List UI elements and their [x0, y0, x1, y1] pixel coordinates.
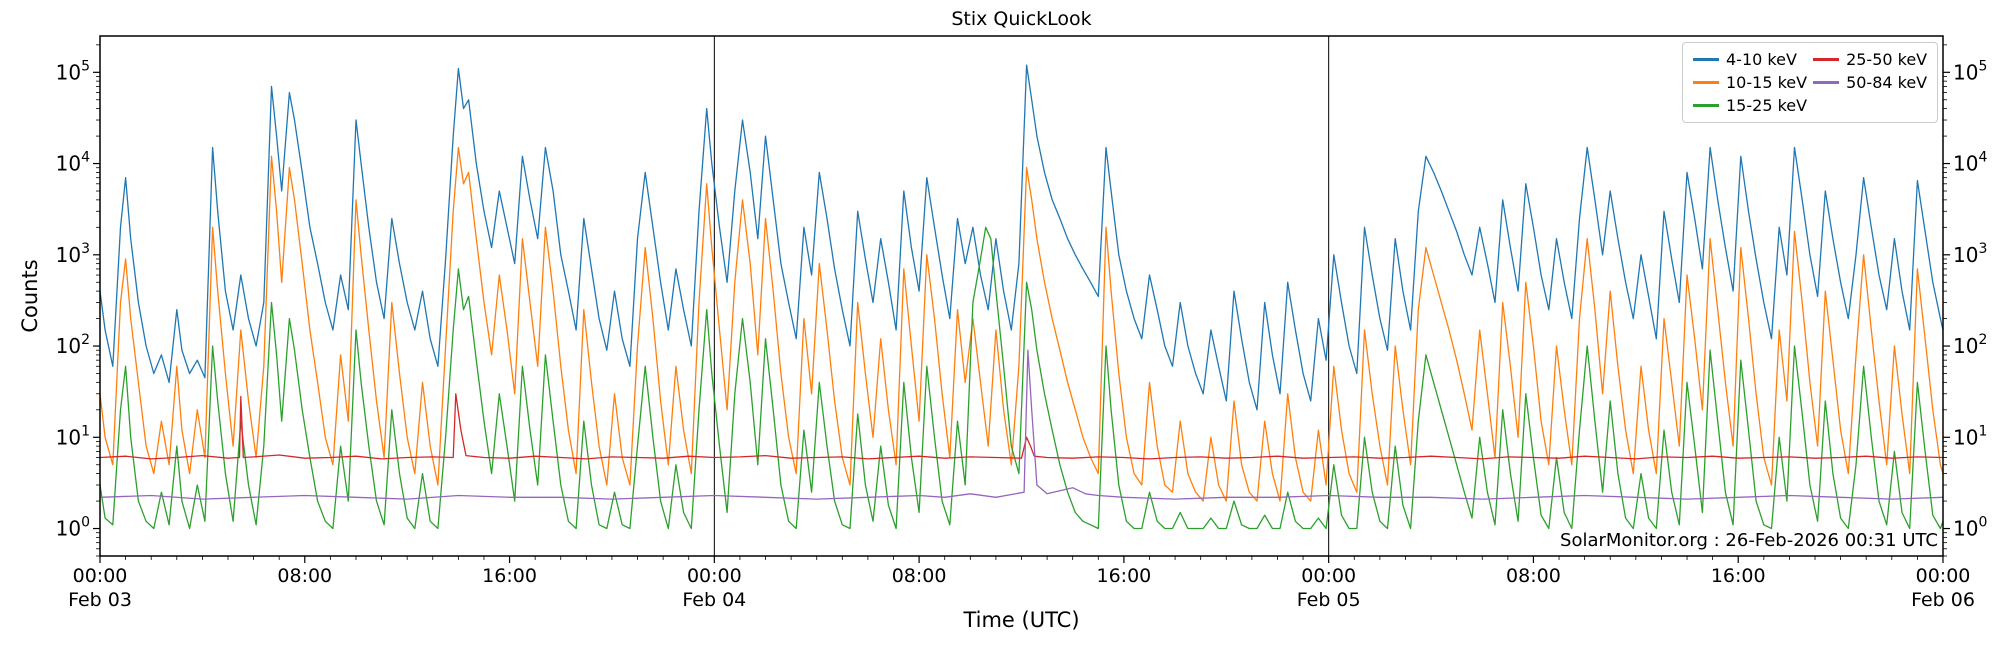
svg-text:103: 103	[56, 241, 90, 267]
legend-label: 25-50 keV	[1846, 50, 1928, 69]
legend-label: 4-10 keV	[1726, 50, 1797, 69]
legend-item-10-15kev: 10-15 keV	[1693, 73, 1807, 92]
svg-text:16:00: 16:00	[1097, 565, 1152, 587]
svg-text:08:00: 08:00	[277, 565, 332, 587]
legend: 4-10 keV 10-15 keV 15-25 keV 25-50 keV 5…	[1682, 42, 1938, 123]
svg-text:00:00: 00:00	[73, 565, 128, 587]
svg-text:100: 100	[56, 515, 90, 541]
legend-item-4-10kev: 4-10 keV	[1693, 50, 1807, 69]
legend-label: 10-15 keV	[1726, 73, 1808, 92]
svg-text:105: 105	[1953, 58, 1987, 84]
svg-text:16:00: 16:00	[1711, 565, 1766, 587]
watermark-text: SolarMonitor.org : 26-Feb-2026 00:31 UTC	[1560, 530, 1938, 551]
svg-text:103: 103	[1953, 241, 1987, 267]
svg-text:102: 102	[1953, 332, 1987, 358]
chart-title: Stix QuickLook	[951, 8, 1092, 30]
svg-text:100: 100	[1953, 515, 1987, 541]
legend-label: 50-84 keV	[1846, 73, 1928, 92]
svg-text:101: 101	[1953, 423, 1987, 449]
legend-line-swatch	[1693, 81, 1719, 84]
svg-text:Feb 04: Feb 04	[682, 589, 746, 611]
svg-text:105: 105	[56, 58, 90, 84]
svg-text:101: 101	[56, 423, 90, 449]
y-axis-label: Counts	[18, 259, 42, 333]
svg-text:Feb 06: Feb 06	[1911, 589, 1975, 611]
legend-line-swatch	[1813, 81, 1840, 84]
legend-line-swatch	[1693, 104, 1719, 107]
legend-line-swatch	[1813, 58, 1840, 61]
svg-text:Feb 03: Feb 03	[68, 589, 132, 611]
legend-item-25-50kev: 25-50 keV	[1813, 50, 1927, 69]
svg-text:102: 102	[56, 332, 90, 358]
legend-line-swatch	[1693, 58, 1719, 61]
x-axis-label: Time (UTC)	[963, 608, 1080, 632]
svg-text:104: 104	[56, 150, 90, 176]
svg-text:104: 104	[1953, 150, 1987, 176]
svg-text:00:00: 00:00	[687, 565, 742, 587]
svg-text:08:00: 08:00	[1506, 565, 1561, 587]
svg-text:08:00: 08:00	[892, 565, 947, 587]
legend-item-50-84kev: 50-84 keV	[1813, 73, 1927, 92]
legend-item-15-25kev: 15-25 keV	[1693, 96, 1807, 115]
legend-label: 15-25 keV	[1726, 96, 1808, 115]
svg-text:00:00: 00:00	[1916, 565, 1971, 587]
svg-text:00:00: 00:00	[1301, 565, 1356, 587]
svg-text:Feb 05: Feb 05	[1297, 589, 1361, 611]
svg-text:16:00: 16:00	[482, 565, 537, 587]
